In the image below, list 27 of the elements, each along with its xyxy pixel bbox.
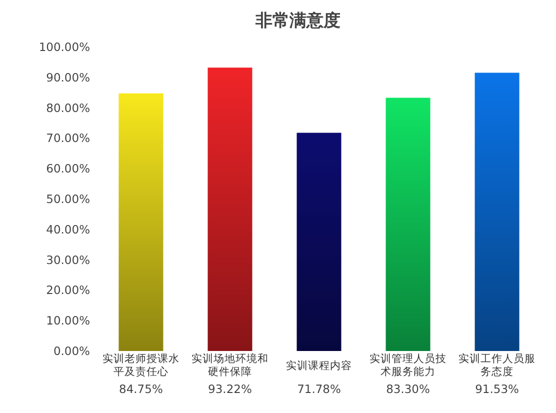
data-label: 71.78% [297,382,341,396]
y-tick-label: 50.00% [46,192,90,206]
bar [208,68,252,351]
y-tick-label: 90.00% [46,70,90,84]
y-tick-label: 100.00% [38,40,90,54]
y-tick-label: 80.00% [46,100,90,115]
bar [474,72,520,351]
data-label: 83.30% [386,382,430,396]
y-tick-label: 10.00% [46,314,90,328]
data-label: 93.22% [208,382,252,396]
chart-title: 非常满意度 [254,11,340,31]
x-tick-label: 实训工作人员服务态度 [458,352,536,378]
y-tick-label: 0.00% [53,344,90,358]
x-tick-label: 实训管理人员技术服务能力 [370,352,447,378]
x-tick-label: 实训老师授课水平及责任心 [102,352,180,378]
data-label: 84.75% [119,382,163,396]
x-tick-label: 实训课程内容 [286,359,352,372]
bar [118,93,164,351]
y-tick-label: 70.00% [46,131,90,146]
y-tick-label: 30.00% [46,252,90,267]
y-tick-label: 60.00% [46,162,90,176]
y-tick-label: 20.00% [46,283,90,298]
x-tick-label: 实训场地环境和硬件保障 [191,352,268,378]
bar [386,98,430,351]
y-tick-label: 40.00% [46,222,90,236]
data-label: 91.53% [475,382,520,396]
bar [296,132,342,351]
